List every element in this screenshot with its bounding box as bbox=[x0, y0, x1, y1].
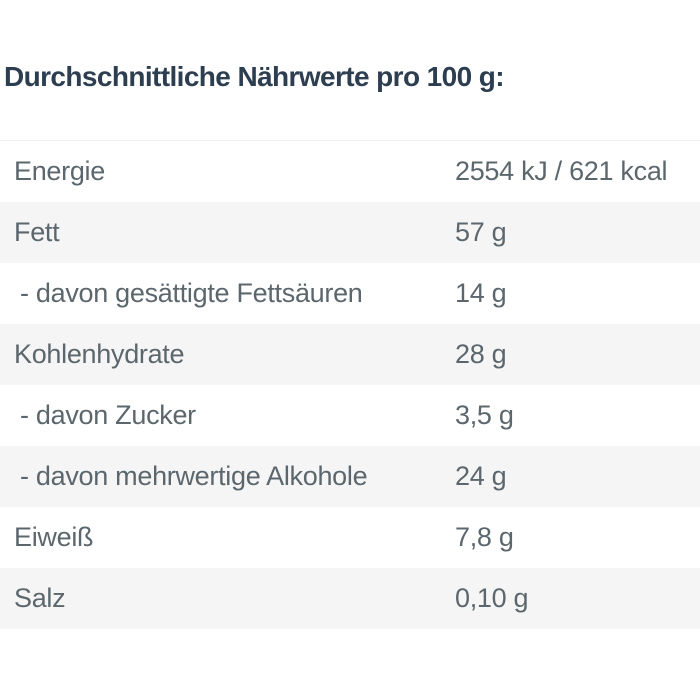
table-row: Energie 2554 kJ / 621 kcal bbox=[0, 141, 700, 202]
nutrient-value: 57 g bbox=[455, 217, 507, 247]
nutrient-label: - davon Zucker bbox=[20, 400, 196, 430]
nutrient-value: 2554 kJ / 621 kcal bbox=[455, 156, 668, 186]
nutrient-label: Salz bbox=[14, 583, 66, 613]
nutrient-label: Eiweiß bbox=[14, 522, 94, 552]
nutrient-value: 0,10 g bbox=[455, 583, 529, 613]
nutrient-value: 7,8 g bbox=[455, 522, 514, 552]
nutrient-label: - davon gesättigte Fettsäuren bbox=[20, 278, 363, 308]
nutrient-label: - davon mehrwertige Alkohole bbox=[20, 461, 368, 491]
nutrient-label: Energie bbox=[14, 156, 105, 186]
nutrient-label: Kohlenhydrate bbox=[14, 339, 185, 369]
table-row: Kohlenhydrate 28 g bbox=[0, 324, 700, 385]
nutrient-value: 28 g bbox=[455, 339, 507, 369]
table-row: - davon Zucker 3,5 g bbox=[0, 385, 700, 446]
table-row: - davon mehrwertige Alkohole 24 g bbox=[0, 446, 700, 507]
nutrient-value: 3,5 g bbox=[455, 400, 514, 430]
nutrition-table: Energie 2554 kJ / 621 kcal Fett 57 g - d… bbox=[0, 140, 700, 629]
table-row: - davon gesättigte Fettsäuren 14 g bbox=[0, 263, 700, 324]
nutrient-label: Fett bbox=[14, 217, 60, 247]
nutrient-value: 24 g bbox=[455, 461, 507, 491]
table-row: Salz 0,10 g bbox=[0, 568, 700, 629]
table-row: Fett 57 g bbox=[0, 202, 700, 263]
table-row: Eiweiß 7,8 g bbox=[0, 507, 700, 568]
page-title: Durchschnittliche Nährwerte pro 100 g: bbox=[4, 61, 505, 92]
nutrient-value: 14 g bbox=[455, 278, 507, 308]
